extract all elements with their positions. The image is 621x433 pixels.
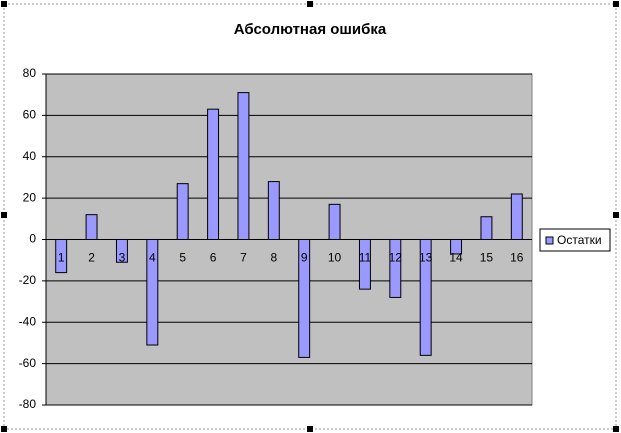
bar — [237, 92, 250, 241]
x-tick-label: 13 — [419, 251, 433, 265]
x-tick-label: 4 — [149, 251, 156, 265]
y-tick-label: -20 — [19, 273, 37, 287]
bar — [510, 193, 523, 241]
x-tick-label: 15 — [480, 251, 494, 265]
x-tick-label: 7 — [240, 251, 247, 265]
x-tick-label: 11 — [359, 251, 372, 265]
y-tick-label: 60 — [23, 108, 37, 122]
x-tick-label: 2 — [88, 251, 95, 265]
y-tick-label: 0 — [29, 232, 36, 246]
y-tick-label: -80 — [19, 397, 37, 411]
bar — [419, 239, 432, 356]
bar — [207, 108, 220, 240]
x-tick-label: 9 — [301, 251, 308, 265]
y-tick-label: -40 — [19, 314, 37, 328]
x-tick-label: 12 — [389, 251, 403, 265]
x-tick-label: 16 — [510, 251, 524, 265]
bar — [55, 239, 68, 274]
bar — [450, 239, 463, 255]
x-tick-label: 6 — [210, 251, 217, 265]
x-tick-label: 3 — [119, 251, 126, 265]
x-tick-label: 10 — [328, 251, 342, 265]
bar — [389, 239, 402, 298]
bar — [480, 216, 493, 240]
x-tick-label: 14 — [449, 251, 463, 265]
bar — [115, 239, 128, 263]
legend-label: Остатки — [557, 233, 602, 247]
bar — [267, 181, 280, 240]
bar — [358, 239, 371, 290]
bar — [298, 239, 311, 358]
y-tick-label: 40 — [23, 149, 37, 163]
bar — [176, 183, 189, 241]
bar — [328, 203, 341, 241]
y-tick-label: -60 — [19, 356, 37, 370]
chart-title: Абсолютная ошибка — [234, 21, 387, 38]
bar — [85, 214, 98, 241]
bar — [146, 239, 159, 346]
x-tick-label: 1 — [58, 251, 65, 265]
x-tick-label: 5 — [179, 251, 186, 265]
y-tick-label: 20 — [23, 190, 37, 204]
legend-box — [539, 228, 611, 252]
legend-marker — [545, 236, 554, 245]
y-tick-label: 80 — [23, 66, 37, 80]
x-tick-label: 8 — [270, 251, 277, 265]
